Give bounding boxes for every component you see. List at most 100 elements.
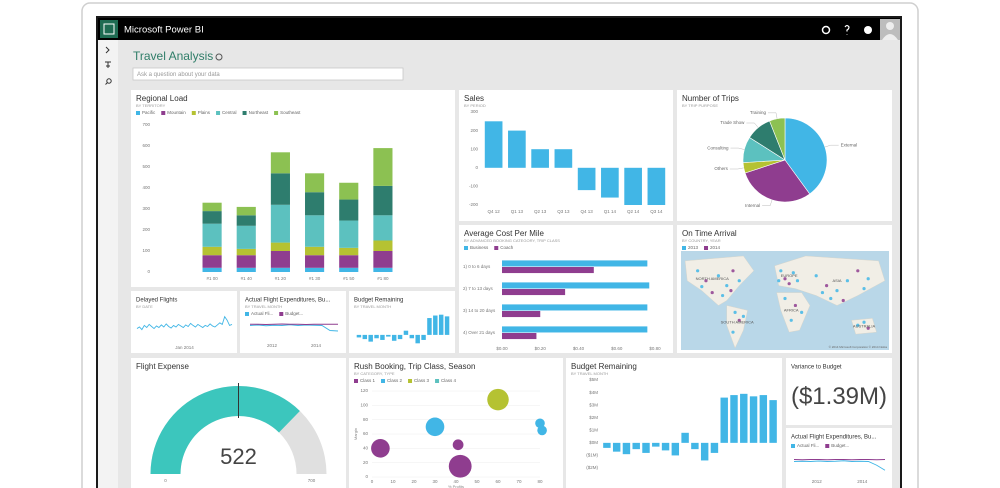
y-tick-label: 300	[142, 206, 150, 211]
map-point	[866, 326, 870, 330]
bar	[601, 167, 619, 198]
tile	[131, 291, 237, 353]
bar-segment	[202, 246, 222, 256]
bar	[691, 442, 699, 450]
app-icon[interactable]	[100, 20, 118, 38]
y-tick-label: 0	[147, 269, 150, 274]
tile-title: Flight Expense	[136, 362, 189, 371]
bar-segment	[236, 225, 256, 249]
bar	[642, 442, 650, 453]
bar-segment	[373, 215, 393, 241]
x-tick-label: $0.00	[496, 346, 508, 351]
y-tick-label: 60	[363, 431, 369, 436]
map-attribution: © 2014 Microsoft Corporation © 2014 Noki…	[829, 345, 888, 349]
qa-placeholder: Ask a question about your data	[137, 72, 220, 78]
pin-icon[interactable]	[105, 61, 111, 68]
legend-swatch	[354, 379, 358, 383]
bubble	[537, 425, 547, 436]
x-tick-label: #1 80	[377, 276, 389, 281]
y-tick-label: 100	[470, 146, 478, 151]
qa-box[interactable]	[132, 67, 404, 81]
map-point	[721, 293, 725, 298]
avatar-body	[882, 34, 898, 40]
tile	[786, 358, 892, 425]
bar-segment	[339, 199, 359, 221]
map-point	[731, 269, 735, 273]
map-point	[731, 330, 735, 334]
legend-label: Actual Fli...	[797, 443, 819, 448]
refresh-icon[interactable]	[215, 53, 223, 61]
y-tick-label: 4) Over 21 days	[463, 330, 496, 335]
bar	[403, 330, 409, 335]
legend-swatch	[494, 246, 499, 250]
legend-swatch	[161, 111, 166, 115]
y-tick-label: 20	[363, 460, 369, 465]
bar-segment	[339, 220, 359, 248]
y-tick-label: 1) 0 to 6 days	[463, 264, 491, 269]
legend-swatch	[216, 111, 221, 115]
tile-subtitle: BY TRAVEL MONTH	[571, 371, 608, 376]
map-point	[825, 284, 829, 288]
y-tick-label: 500	[142, 164, 150, 169]
tile-title: Delayed Flights	[136, 298, 177, 304]
bar	[356, 334, 362, 338]
legend-label: Plains	[198, 110, 211, 115]
legend-label: Northeast	[249, 110, 269, 115]
bar	[484, 121, 503, 168]
x-tick-label: 0	[371, 479, 374, 484]
tile-subtitle: BY TRAVEL MONTH	[245, 304, 282, 309]
x-axis-title: % Profits	[448, 484, 464, 488]
y-tick-label: 80	[363, 417, 369, 422]
map-point	[800, 310, 804, 314]
search-icon[interactable]	[106, 78, 112, 84]
feedback-icon[interactable]	[864, 26, 872, 34]
y-tick-label: $5M	[589, 377, 598, 382]
legend-swatch	[791, 444, 795, 448]
y-tick-label: 200	[470, 128, 478, 133]
x-tick-label: Q2 13	[534, 209, 547, 214]
y-tick-label: -200	[469, 202, 479, 207]
x-tick-label: Q3 14	[650, 209, 663, 214]
x-tick-label: Q1 13	[511, 209, 524, 214]
bar	[661, 442, 670, 451]
bar	[710, 442, 719, 453]
settings-icon[interactable]	[821, 25, 831, 35]
x-tick-label: Q2 14	[627, 209, 640, 214]
tile-subtitle: BY ADVANCED BOOKING CATEGORY, TRIP CLASS	[464, 238, 560, 243]
help-icon[interactable]	[844, 24, 850, 35]
leader-line	[768, 112, 778, 119]
bar-segment	[339, 247, 359, 256]
x-tick-label: Q4 12	[487, 209, 500, 214]
tile-subtitle: BY DATE	[136, 304, 153, 309]
y-tick-label: 0	[475, 165, 478, 170]
map-label: AFRICA	[784, 307, 799, 312]
map-point	[856, 269, 860, 273]
map-point	[696, 269, 700, 273]
tile	[131, 90, 455, 287]
y-tick-label: $2M	[589, 415, 598, 420]
bar-segment	[373, 148, 393, 186]
y-tick-label: 300	[470, 109, 478, 114]
bar	[531, 149, 549, 168]
bar	[681, 432, 689, 443]
slice-label: External	[841, 142, 858, 147]
legend-label: Coach	[500, 245, 514, 250]
legend-label: Class 3	[414, 378, 430, 383]
line	[250, 323, 338, 325]
y-tick-label: 120	[360, 388, 368, 393]
bar-segment	[373, 240, 393, 251]
bar	[622, 442, 631, 455]
x-tick-label: 2014	[311, 343, 322, 348]
x-tick-label: $0.80	[649, 346, 661, 351]
expand-nav-icon[interactable]	[105, 46, 110, 54]
legend-swatch	[191, 111, 196, 115]
map-point	[856, 323, 860, 327]
bar-segment	[236, 248, 256, 256]
x-tick-label: 2012	[267, 343, 278, 348]
map-point	[814, 274, 818, 278]
tile-title: Average Cost Per Mile	[464, 229, 544, 238]
bar-segment	[236, 206, 256, 216]
tile	[786, 428, 892, 488]
bar-segment	[373, 251, 393, 268]
